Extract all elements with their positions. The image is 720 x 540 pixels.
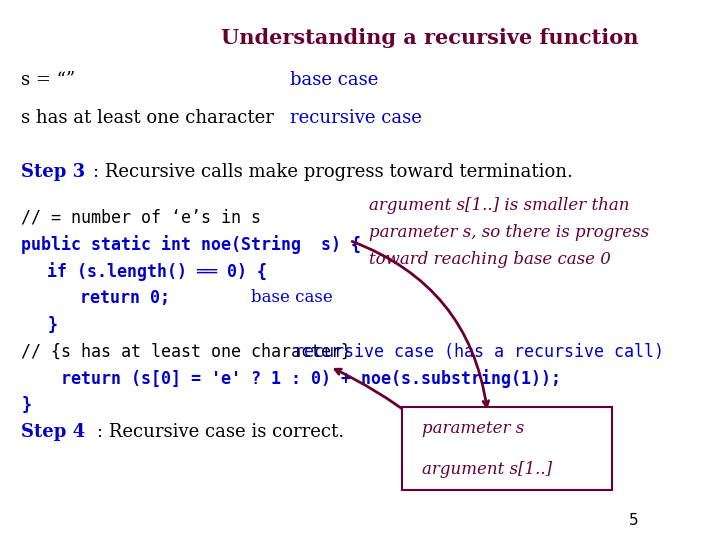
- Text: Understanding a recursive function: Understanding a recursive function: [221, 28, 639, 48]
- Text: // = number of ‘e’s in s: // = number of ‘e’s in s: [21, 208, 261, 226]
- Text: Step 4: Step 4: [21, 423, 85, 441]
- Text: recursive case (has a recursive call): recursive case (has a recursive call): [294, 342, 664, 361]
- Text: return (s[0] = 'e' ? 1 : 0) + noe(s.substring(1));: return (s[0] = 'e' ? 1 : 0) + noe(s.subs…: [21, 369, 561, 388]
- Text: Step 3: Step 3: [21, 163, 85, 180]
- Text: if (s.length() ══ 0) {: if (s.length() ══ 0) {: [48, 262, 267, 281]
- Text: parameter s, so there is progress: parameter s, so there is progress: [369, 224, 649, 241]
- Text: toward reaching base case 0: toward reaching base case 0: [369, 251, 611, 268]
- Text: : Recursive calls make progress toward termination.: : Recursive calls make progress toward t…: [94, 163, 573, 180]
- Text: argument s[1..] is smaller than: argument s[1..] is smaller than: [369, 198, 630, 214]
- Text: 5: 5: [629, 513, 639, 528]
- Text: }: }: [21, 396, 31, 414]
- Text: s has at least one character: s has at least one character: [21, 109, 274, 127]
- Text: base case: base case: [290, 71, 379, 89]
- FancyBboxPatch shape: [402, 407, 612, 490]
- Text: argument s[1..]: argument s[1..]: [422, 461, 552, 478]
- Text: }: }: [48, 316, 58, 334]
- Text: // {s has at least one character}: // {s has at least one character}: [21, 342, 361, 361]
- Text: base case: base case: [251, 289, 333, 306]
- Text: parameter s: parameter s: [422, 421, 524, 437]
- Text: s = “”: s = “”: [21, 71, 76, 89]
- Text: public static int noe(String  s) {: public static int noe(String s) {: [21, 235, 361, 254]
- Text: recursive case: recursive case: [290, 109, 423, 127]
- Text: : Recursive case is correct.: : Recursive case is correct.: [96, 423, 343, 441]
- Text: return 0;: return 0;: [80, 289, 170, 307]
